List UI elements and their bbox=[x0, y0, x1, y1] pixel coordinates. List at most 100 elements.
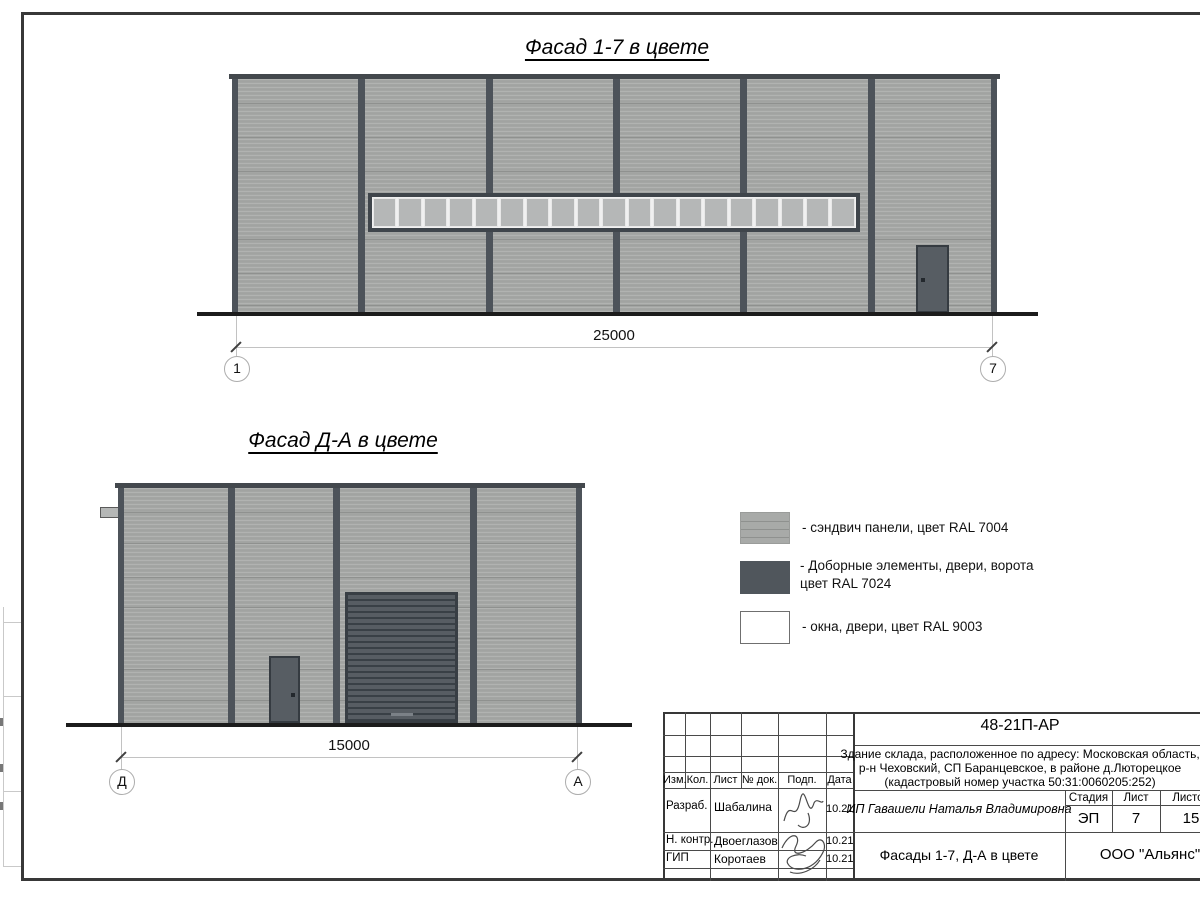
col-header-data: Дата bbox=[827, 774, 852, 786]
title-block-left-border bbox=[663, 712, 665, 881]
corner-mullion bbox=[991, 79, 997, 313]
window-pane bbox=[755, 198, 779, 227]
door-handle bbox=[921, 278, 925, 282]
legend-label-windows: - окна, двери, цвет RAL 9003 bbox=[802, 619, 983, 634]
row-date: 10.21 bbox=[826, 835, 854, 847]
facade-mullion bbox=[228, 488, 235, 723]
extension-line bbox=[236, 316, 237, 357]
title-block-line bbox=[741, 712, 742, 788]
legend-label-sandwich-panel: - сэндвич панели, цвет RAL 7004 bbox=[802, 520, 1009, 535]
col-header-kol: Кол. bbox=[686, 774, 709, 786]
dimension-line bbox=[121, 757, 577, 758]
dimension-label-15000: 15000 bbox=[328, 737, 370, 754]
window-pane bbox=[398, 198, 422, 227]
window-pane bbox=[373, 198, 397, 227]
panel-joint-line bbox=[118, 512, 582, 513]
title-block-line bbox=[663, 756, 853, 757]
side-stamp-line bbox=[3, 607, 4, 867]
project-address-line1: Здание склада, расположенное по адресу: … bbox=[840, 747, 1200, 761]
panel-joint-line bbox=[118, 543, 582, 544]
window-pane bbox=[423, 198, 448, 227]
panel-joint-line bbox=[741, 521, 789, 522]
title-block-line bbox=[855, 745, 1200, 746]
window-pane bbox=[602, 198, 626, 227]
side-stamp-text-fragment bbox=[0, 802, 3, 810]
facade-da-entrance-door bbox=[269, 656, 300, 723]
signature-razrab bbox=[783, 793, 824, 828]
title-block-line bbox=[663, 735, 853, 736]
facade-da-parapet bbox=[115, 483, 585, 488]
stage-label: Стадия bbox=[1068, 792, 1109, 804]
col-header-list: Лист bbox=[713, 774, 738, 786]
sheet-label: Лист bbox=[1123, 792, 1149, 804]
title-block-line bbox=[1065, 790, 1066, 881]
stage-value: ЭП bbox=[1077, 810, 1100, 827]
row-name-shabalina: Шабалина bbox=[714, 800, 772, 814]
title-block-line bbox=[663, 850, 853, 851]
roof-outlet bbox=[100, 507, 119, 518]
window-pane bbox=[627, 198, 652, 227]
window-pane bbox=[500, 198, 524, 227]
extension-line bbox=[121, 727, 122, 770]
doc-code: 48-21П-АР bbox=[980, 717, 1060, 734]
title-block-main-divider bbox=[853, 712, 855, 881]
window-pane bbox=[831, 198, 855, 227]
dimension-line bbox=[236, 347, 993, 348]
corner-mullion bbox=[232, 79, 238, 313]
client-name: ИП Гавашели Наталья Владимировна bbox=[846, 802, 1072, 816]
legend-label-trim-line2: цвет RAL 7024 bbox=[800, 576, 892, 591]
sheets-value: 15 bbox=[1182, 810, 1200, 827]
facade-1-7-ground-line bbox=[197, 312, 1038, 316]
title-block-line bbox=[826, 712, 827, 881]
frame-left-line bbox=[21, 12, 24, 881]
axis-marker-1: 1 bbox=[224, 356, 250, 382]
row-role-gip: ГИП bbox=[666, 852, 689, 864]
sheets-label: Листов bbox=[1172, 792, 1200, 804]
row-date: 10.21 bbox=[826, 853, 854, 865]
roller-gate bbox=[345, 592, 458, 723]
col-header-ndok: № док. bbox=[741, 774, 778, 786]
window-pane bbox=[704, 198, 728, 227]
facade-da-title: Фасад Д-А в цвете bbox=[248, 429, 438, 452]
facade-1-7-parapet bbox=[229, 74, 1000, 79]
axis-marker-a: А bbox=[565, 769, 591, 795]
legend-swatch-sandwich-panel bbox=[740, 512, 790, 544]
ribbon-window-band bbox=[368, 193, 860, 232]
panel-joint-line bbox=[741, 537, 789, 538]
title-block-line bbox=[710, 712, 711, 881]
corner-mullion bbox=[118, 488, 124, 723]
gate-handle bbox=[390, 713, 413, 716]
axis-marker-7: 7 bbox=[980, 356, 1006, 382]
col-header-podp: Подп. bbox=[787, 774, 817, 786]
window-pane bbox=[729, 198, 754, 227]
facade-1-7-entrance-door bbox=[916, 245, 949, 313]
company-name: ООО "Альянс" bbox=[1099, 846, 1200, 863]
row-role-razrab: Разраб. bbox=[666, 800, 708, 812]
title-block-line bbox=[685, 712, 686, 788]
window-pane bbox=[525, 198, 550, 227]
side-stamp-text-fragment bbox=[0, 764, 3, 772]
ribbon-window-row bbox=[372, 197, 856, 228]
door-handle bbox=[291, 693, 295, 697]
facade-mullion bbox=[470, 488, 477, 723]
window-pane bbox=[474, 198, 499, 227]
row-name-korotaev: Коротаев bbox=[714, 852, 766, 866]
window-pane bbox=[678, 198, 703, 227]
window-pane bbox=[551, 198, 575, 227]
title-block-line bbox=[663, 868, 853, 869]
row-name-dvoeglazov: Двоеглазов bbox=[714, 834, 778, 848]
axis-marker-d: Д bbox=[109, 769, 135, 795]
extension-line bbox=[992, 316, 993, 357]
row-date: 10.21 bbox=[826, 803, 854, 815]
sheet-title: Фасады 1-7, Д-А в цвете bbox=[879, 847, 1039, 863]
title-block-line bbox=[1160, 790, 1161, 833]
side-stamp-divider bbox=[3, 696, 21, 697]
col-header-izm: Изм. bbox=[663, 774, 687, 786]
legend-swatch-windows-white bbox=[740, 611, 790, 644]
window-pane bbox=[780, 198, 804, 227]
title-block-line bbox=[1065, 805, 1200, 806]
facade-mullion bbox=[333, 488, 340, 723]
side-stamp-divider bbox=[3, 791, 21, 792]
panel-joint-line bbox=[741, 529, 789, 530]
